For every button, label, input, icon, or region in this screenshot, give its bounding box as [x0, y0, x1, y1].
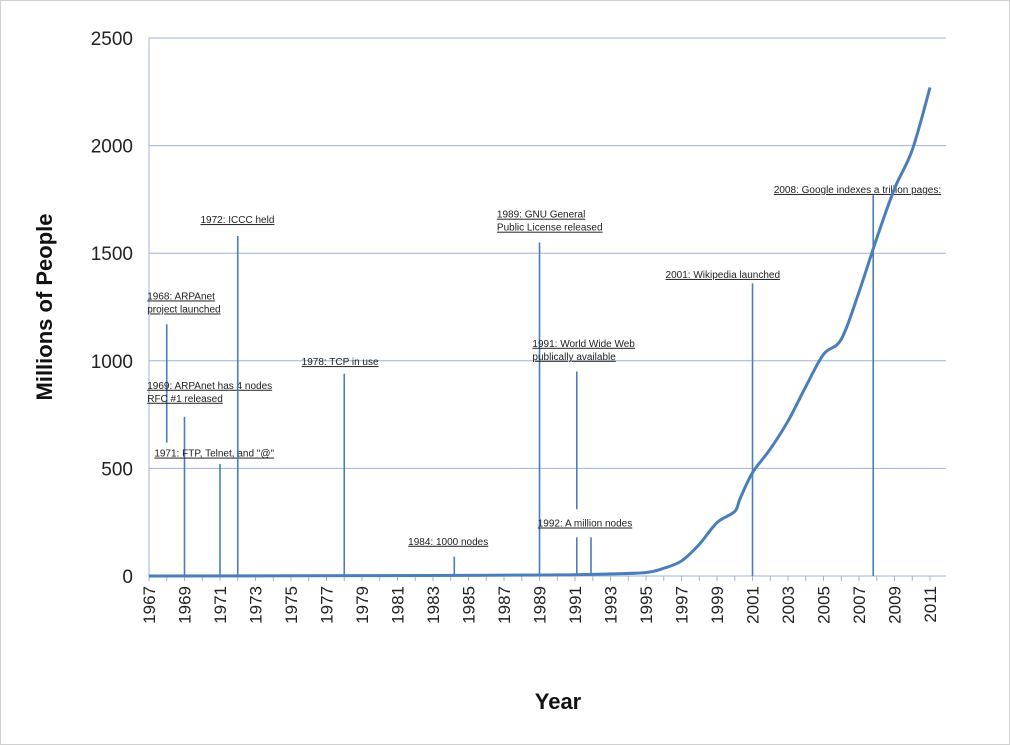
axes [148, 38, 946, 581]
x-tick-label: 1993 [602, 586, 621, 624]
annotation-label: 1972: ICCC held [200, 215, 274, 226]
x-tick-label: 1975 [282, 586, 301, 624]
x-tick-label: 1999 [708, 586, 727, 624]
y-axis-label: Millions of People [32, 213, 57, 400]
annotation-label: 1984: 1000 nodes [408, 537, 488, 548]
x-tick-labels: 1967 1969 1971 1973 1975 1977 1979 1981 1983 1985… [140, 586, 940, 624]
annotation-label: 1969: ARPAnet has 4 nodes [147, 381, 272, 392]
x-tick-label: 1987 [495, 586, 514, 624]
annotation-label: 1968: ARPAnet [147, 291, 215, 302]
x-tick-label: 1981 [389, 586, 408, 624]
x-tick-label: 1985 [460, 586, 479, 624]
x-tick-label: 1973 [247, 586, 266, 624]
y-tick-label: 0 [122, 567, 133, 588]
internet-users-line [148, 87, 932, 578]
x-tick-label: 2003 [779, 586, 798, 624]
annotation-label: 1989: GNU General [497, 210, 585, 221]
annotation-label: publically available [532, 352, 616, 363]
annotation-label: 1978: TCP in use [302, 357, 379, 368]
y-tick-label: 1500 [91, 244, 133, 265]
x-tick-label: 2007 [850, 586, 869, 624]
gridlines [149, 37, 946, 469]
x-tick-label: 1991 [566, 586, 585, 624]
x-tick-label: 1997 [673, 586, 692, 624]
series-layer [148, 87, 932, 578]
annotation-label: Public License released [497, 223, 603, 234]
annotations: 1968: ARPAnet project launched 1969: ARPAn… [147, 185, 941, 576]
annotation-label: 1992: A million nodes [538, 519, 633, 530]
annotation-label: 1991: World Wide Web [532, 339, 635, 350]
y-tick-label: 1000 [91, 352, 133, 373]
y-tick-label: 2000 [91, 137, 133, 158]
annotation-label: 2008: Google indexes a trillion pages: [774, 185, 941, 196]
annotation-label: RFC #1 released [147, 394, 223, 405]
x-tick-label: 1967 [140, 586, 159, 624]
x-axis-label: Year [535, 689, 582, 714]
annotation-label: project launched [147, 304, 220, 315]
y-tick-label: 500 [101, 459, 133, 480]
x-tick-label: 1977 [318, 586, 337, 624]
x-tick-label: 2011 [921, 586, 940, 623]
y-tick-labels: 0 500 1000 1500 2000 2500 [91, 29, 133, 588]
annotation-label: 2001: Wikipedia launched [666, 270, 781, 281]
x-tick-label: 1969 [176, 586, 195, 624]
x-tick-label: 2005 [815, 586, 834, 624]
x-tick-label: 2009 [886, 586, 905, 624]
y-tick-label: 2500 [91, 29, 133, 50]
annotation-label: 1971: FTP, Telnet, and "@" [154, 449, 274, 460]
x-tick-label: 1989 [531, 586, 550, 624]
x-tick-label: 1983 [424, 586, 443, 624]
x-tick-label: 1995 [637, 586, 656, 624]
x-tick-label: 1979 [353, 586, 372, 624]
x-tick-label: 1971 [211, 586, 230, 624]
x-tick-label: 2001 [744, 586, 763, 624]
